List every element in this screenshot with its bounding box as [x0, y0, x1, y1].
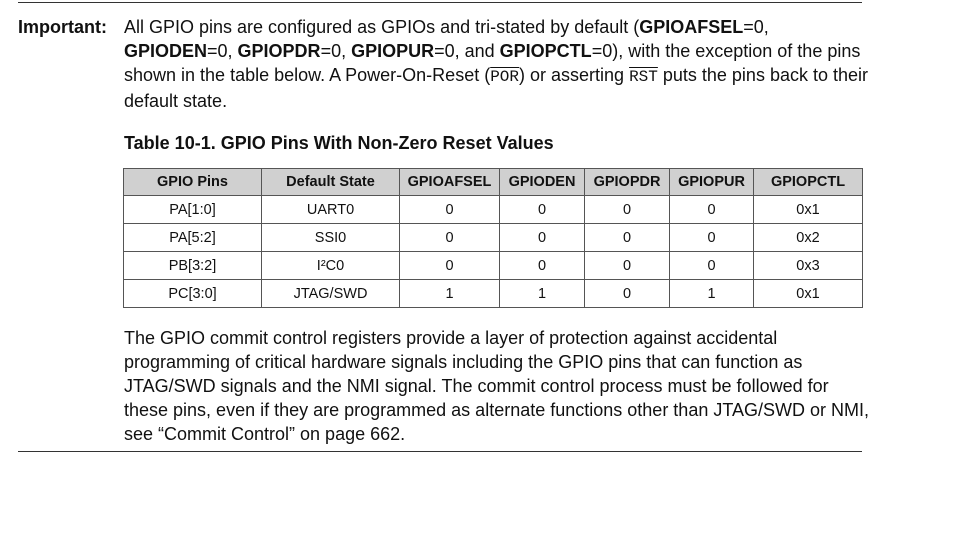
note-text: GPIOPUR	[351, 41, 435, 61]
table-title: Table 10-1. GPIO Pins With Non-Zero Rese…	[124, 133, 554, 153]
table-cell: 0	[584, 279, 670, 308]
column-header: GPIOAFSEL	[399, 168, 500, 196]
table-row: PB[3:2] I²C0 0 0 0 0 0x3	[123, 251, 863, 280]
table-cell: 0	[499, 251, 585, 280]
column-header: GPIO Pins	[123, 168, 262, 196]
signal-name: POR	[490, 68, 520, 86]
table-cell: 1	[399, 279, 500, 308]
column-header: GPIODEN	[499, 168, 585, 196]
table-row: PA[1:0] UART0 0 0 0 0 0x1	[123, 195, 863, 224]
signal-name: RST	[629, 68, 658, 86]
commit-control-paragraph: The GPIO commit control registers provid…	[124, 328, 870, 444]
note-text: =0,	[207, 41, 238, 61]
table-cell: UART0	[261, 195, 400, 224]
note-text: =0, and	[434, 41, 500, 61]
table-row: PC[3:0] JTAG/SWD 1 1 0 1 0x1	[123, 279, 863, 308]
table-cell: 0	[499, 223, 585, 252]
top-rule	[18, 2, 862, 3]
note-text: GPIOPDR	[237, 41, 321, 61]
column-header: GPIOPUR	[669, 168, 754, 196]
table-cell: 0	[669, 223, 754, 252]
table-cell: 0x3	[753, 251, 863, 280]
table-cell: SSI0	[261, 223, 400, 252]
note-text: =0), with the exception of the pins show…	[124, 41, 861, 85]
important-note: All GPIO pins are configured as GPIOs an…	[124, 15, 869, 113]
column-header: Default State	[261, 168, 400, 196]
note-text: =0,	[743, 17, 769, 37]
table-cell: 0	[584, 195, 670, 224]
table-cell: PA[1:0]	[123, 195, 262, 224]
bottom-rule	[18, 451, 862, 452]
table-cell: 1	[499, 279, 585, 308]
table-cell: PB[3:2]	[123, 251, 262, 280]
table-cell: PC[3:0]	[123, 279, 262, 308]
gpio-reset-table: GPIO Pins Default State GPIOAFSEL GPIODEN GP…	[123, 168, 863, 308]
note-text: GPIOAFSEL	[639, 17, 744, 37]
table-cell: 0	[669, 251, 754, 280]
note-text: puts the pins back to their default stat…	[124, 65, 868, 111]
note-text: All GPIO pins are configured as GPIOs an…	[124, 17, 640, 37]
table-cell: PA[5:2]	[123, 223, 262, 252]
table-cell: 0x2	[753, 223, 863, 252]
table-cell: I²C0	[261, 251, 400, 280]
table-cell: JTAG/SWD	[261, 279, 400, 308]
table-header-row: GPIO Pins Default State GPIOAFSEL GPIODEN GP…	[123, 168, 863, 196]
table-cell: 0x1	[753, 279, 863, 308]
table-cell: 0	[499, 195, 585, 224]
column-header: GPIOPCTL	[753, 168, 863, 196]
table-cell: 0	[669, 195, 754, 224]
table-cell: 1	[669, 279, 754, 308]
column-header: GPIOPDR	[584, 168, 670, 196]
note-text: GPIOPCTL	[499, 41, 592, 61]
note-text: ) or asserting	[519, 65, 630, 85]
table-cell: 0	[584, 223, 670, 252]
table-cell: 0	[399, 223, 500, 252]
important-label: Important:	[18, 17, 107, 37]
note-text: =0,	[320, 41, 352, 61]
table-cell: 0	[584, 251, 670, 280]
table-cell: 0	[399, 195, 500, 224]
note-text: GPIODEN	[124, 41, 208, 61]
table-cell: 0x1	[753, 195, 863, 224]
table-cell: 0	[399, 251, 500, 280]
table-row: PA[5:2] SSI0 0 0 0 0 0x2	[123, 223, 863, 252]
